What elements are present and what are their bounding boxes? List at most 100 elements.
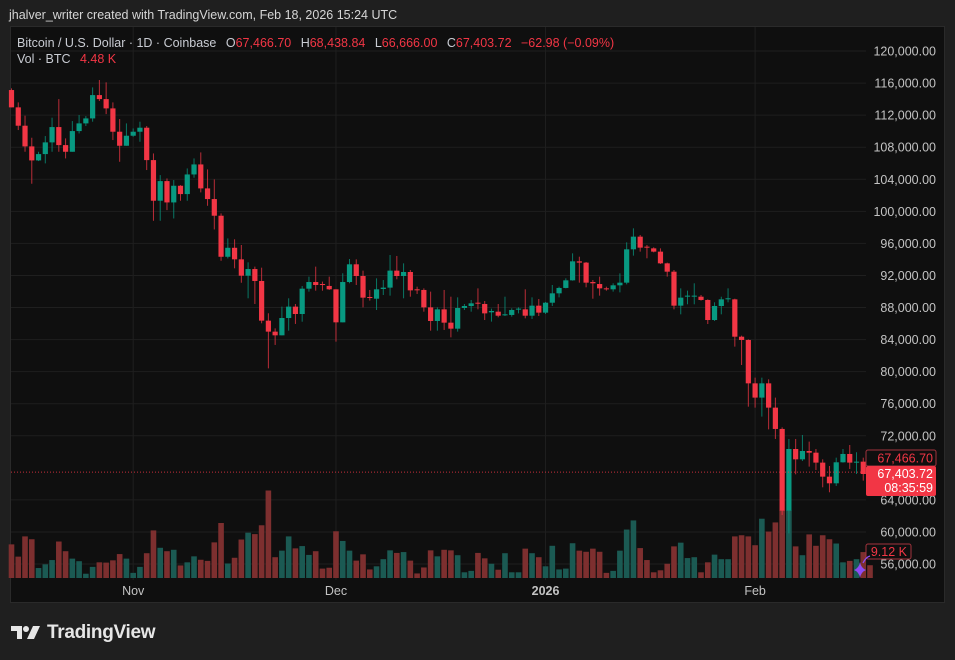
- time-tick-label: 2026: [532, 584, 560, 598]
- price-axis: 120,000.00 116,000.00 112,000.00 108,000.00…: [873, 45, 936, 572]
- candle-body: [455, 307, 461, 329]
- candle-body: [90, 95, 96, 119]
- candle-body: [806, 450, 812, 453]
- volume-bar: [373, 566, 380, 578]
- high-label: H: [300, 36, 310, 50]
- volume-bar: [630, 520, 637, 578]
- tradingview-logo[interactable]: TradingView: [11, 622, 156, 644]
- volume-bar: [279, 550, 285, 578]
- volume-bar: [664, 563, 671, 578]
- candle-body: [56, 127, 62, 146]
- volume-bar: [35, 568, 42, 578]
- candle-body: [340, 282, 346, 323]
- candle-body: [211, 199, 217, 216]
- candle-body: [644, 246, 650, 248]
- candle-body: [583, 262, 589, 283]
- candle-body: [860, 461, 866, 475]
- candle-body: [637, 236, 643, 248]
- volume-bar: [400, 552, 407, 578]
- volume-bar: [563, 568, 569, 578]
- candle-body: [664, 263, 670, 272]
- volume-bar: [441, 549, 447, 578]
- volume-bar: [623, 529, 630, 578]
- volume-bar: [698, 572, 704, 578]
- candle-body: [171, 185, 177, 203]
- candle-body: [779, 428, 785, 511]
- candle-body: [360, 276, 366, 298]
- volume-value: 4.48 K: [79, 52, 117, 66]
- candle-body: [461, 305, 468, 308]
- candle-body: [15, 107, 21, 126]
- volume-bar: [718, 559, 725, 578]
- candles: [8, 80, 873, 534]
- volume-bar: [245, 532, 251, 578]
- symbol-description[interactable]: Bitcoin / U.S. Dollar · 1D · Coinbase: [17, 36, 217, 50]
- volume-bar: [765, 531, 772, 578]
- candle-body: [502, 314, 508, 316]
- candle-body: [313, 282, 319, 285]
- candle-body: [394, 270, 400, 277]
- volume-bar: [860, 552, 867, 578]
- volume-bar: [691, 557, 698, 578]
- candle-body: [522, 309, 528, 316]
- candle-body: [468, 303, 474, 306]
- volume-bar: [28, 539, 35, 578]
- tradingview-logo-text: TradingView: [47, 622, 156, 643]
- candle-body: [333, 289, 339, 323]
- chart-credit: jhalver_writer created with TradingView.…: [9, 8, 398, 22]
- candle-body: [718, 299, 724, 306]
- volume-bar: [454, 555, 461, 578]
- volume-bar: [414, 573, 420, 578]
- volume-bar: [488, 563, 495, 578]
- volume-bar: [644, 560, 650, 578]
- high-value: 68,438.84: [309, 36, 366, 50]
- volume-bar: [508, 572, 515, 578]
- volume-bar: [150, 530, 157, 578]
- price-tick-label: 64,000.00: [880, 493, 936, 507]
- tradingview-logo-icon: [11, 626, 40, 639]
- volume-bar: [461, 572, 468, 578]
- candle-body: [752, 383, 758, 398]
- volume-bar: [583, 551, 589, 578]
- candle-body: [367, 297, 373, 299]
- volume-bar: [394, 552, 400, 578]
- volume-bar: [76, 561, 82, 578]
- candle-body: [373, 289, 380, 299]
- low-label: L: [374, 36, 382, 50]
- candle-body: [434, 309, 440, 321]
- volume-bar: [116, 554, 123, 578]
- volume-bar: [319, 568, 326, 578]
- candle-body: [569, 261, 576, 281]
- volume-bar: [49, 560, 55, 578]
- candle-body: [238, 259, 244, 276]
- price-tick-label: 108,000.00: [873, 141, 936, 155]
- candle-body: [198, 164, 204, 189]
- candle-body: [346, 264, 353, 283]
- volume-label[interactable]: Vol · BTC: [17, 52, 71, 66]
- price-tick-label: 112,000.00: [874, 109, 936, 123]
- alert-marker-icon[interactable]: [854, 555, 871, 578]
- candle-body: [549, 293, 555, 303]
- volume-bar: [475, 552, 481, 578]
- candle-body: [29, 146, 35, 161]
- volume-bar: [252, 534, 258, 578]
- candle-body: [279, 318, 285, 336]
- candle-body: [671, 271, 677, 306]
- candle-body: [542, 302, 549, 313]
- volume-bar: [421, 567, 427, 578]
- price-tick-label: 60,000.00: [880, 525, 936, 539]
- candle-body: [8, 90, 15, 108]
- volume-bar: [306, 554, 312, 578]
- candle-body: [177, 185, 184, 195]
- volume-bar: [502, 553, 508, 578]
- volume-bar: [366, 569, 373, 578]
- volume-bar: [177, 565, 184, 578]
- candle-body: [272, 331, 278, 336]
- candle-body: [400, 272, 407, 277]
- candle-body: [482, 303, 488, 314]
- volume-bar: [184, 562, 191, 578]
- volume-bar: [549, 545, 556, 578]
- candle-body: [306, 282, 312, 289]
- candle-body: [556, 287, 562, 294]
